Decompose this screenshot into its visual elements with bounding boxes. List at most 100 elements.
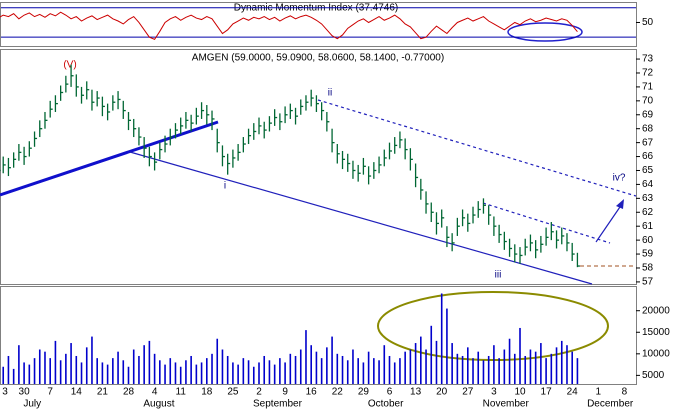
- x-tick-label: 21: [97, 387, 109, 398]
- x-tick-label: 3: [2, 387, 8, 398]
- volume-bar: [127, 366, 130, 384]
- x-tick-label: 25: [227, 387, 239, 398]
- y-tick-label: 63: [642, 193, 654, 204]
- price-title: AMGEN (59.0000, 59.0900, 58.0600, 58.140…: [192, 53, 444, 64]
- volume-bar: [383, 345, 386, 384]
- volume-bar: [482, 360, 485, 384]
- volume-bar: [529, 349, 532, 384]
- x-tick-label: 7: [47, 387, 53, 398]
- highlight-ellipse: [377, 291, 609, 361]
- volume-bar: [221, 349, 224, 384]
- volume-bar: [378, 360, 380, 384]
- volume-bar: [44, 351, 46, 384]
- wave-label: ii: [328, 88, 332, 99]
- y-tick-label: 59: [642, 249, 654, 260]
- x-tick-label: 6: [387, 387, 393, 398]
- volume-bar: [467, 347, 469, 384]
- channel-line: [482, 202, 611, 244]
- annotations: [0, 22, 637, 361]
- y-tick-label: 73: [642, 54, 654, 65]
- volume-bar: [38, 349, 41, 384]
- volume-bar: [513, 353, 516, 384]
- volume-bar: [252, 366, 255, 384]
- month-label: October: [368, 399, 404, 409]
- volume-bar: [2, 366, 5, 384]
- volume-bar: [326, 347, 328, 384]
- y-tick-label: 5000: [642, 370, 665, 381]
- volume-bar: [80, 362, 83, 384]
- wave-label: i: [224, 181, 226, 192]
- month-label: July: [23, 399, 41, 409]
- volume-bar: [493, 345, 495, 384]
- volume-bar: [284, 362, 286, 384]
- x-tick-label: 30: [19, 387, 31, 398]
- volume-bar: [85, 347, 88, 384]
- x-tick-label: 27: [462, 387, 474, 398]
- volume-bar: [70, 343, 72, 384]
- x-tick-label: 28: [123, 387, 135, 398]
- price-panel: [0, 49, 637, 285]
- volume-bar: [367, 351, 370, 384]
- month-label: August: [143, 399, 174, 409]
- arrow-head: [616, 199, 624, 209]
- volume-bar: [357, 358, 359, 384]
- volume-bar: [232, 362, 234, 384]
- volume-bar: [138, 355, 140, 384]
- x-tick-label: 17: [541, 387, 553, 398]
- volume-bar: [310, 345, 312, 384]
- volume-bar: [331, 336, 333, 384]
- volume-bar: [440, 293, 443, 384]
- volume-bar: [91, 336, 93, 384]
- y-tick-label: 10000: [642, 348, 670, 359]
- y-tick-label: 50: [642, 17, 654, 28]
- indicator-line: [0, 11, 578, 41]
- volume-bar: [540, 343, 542, 384]
- y-tick-label: 60: [642, 235, 654, 246]
- volume-bar: [487, 355, 490, 384]
- volume-bar: [148, 340, 151, 384]
- volume-bar: [289, 353, 292, 384]
- y-tick-label: 66: [642, 151, 654, 162]
- volume-bar: [65, 353, 67, 384]
- volume-bar: [336, 353, 339, 384]
- x-tick-label: 14: [71, 387, 83, 398]
- volume-bar: [195, 364, 198, 384]
- volume-bar: [153, 353, 156, 384]
- month-label: September: [253, 399, 303, 409]
- volume-bar: [143, 345, 145, 384]
- volume-bar: [59, 360, 62, 384]
- volume-bar: [566, 345, 568, 384]
- arrow: [595, 203, 623, 243]
- x-tick-label: 4: [152, 387, 158, 398]
- y-tick-label: 15000: [642, 327, 670, 338]
- volume-bar: [273, 364, 276, 384]
- volume-bar: [164, 364, 166, 384]
- y-tick-label: 67: [642, 137, 654, 148]
- volume-bar: [393, 362, 396, 384]
- volume-bar: [112, 358, 114, 384]
- volume-bar: [96, 358, 98, 384]
- volume-bar: [373, 358, 375, 384]
- volume-bar: [519, 327, 521, 384]
- x-tick-label: 8: [622, 387, 628, 398]
- volume-bar: [461, 355, 464, 384]
- volume-bar: [185, 360, 187, 384]
- volume-bar: [498, 358, 500, 384]
- volume-bar: [279, 358, 281, 384]
- volume-bar: [456, 353, 459, 384]
- volume-bar: [174, 362, 177, 384]
- volume-bar: [404, 351, 406, 384]
- volume-bar: [477, 351, 480, 384]
- month-label: December: [587, 399, 634, 409]
- volume-bar: [216, 338, 219, 384]
- volume-bar: [435, 340, 438, 384]
- volume-bar: [534, 351, 537, 384]
- x-tick-label: 22: [332, 387, 344, 398]
- y-tick-label: 71: [642, 82, 654, 93]
- volume-bar: [560, 340, 563, 384]
- volume-bar: [169, 358, 172, 384]
- volume-bar: [571, 351, 573, 384]
- volume-bar: [508, 338, 511, 384]
- wave-label: (V): [63, 60, 76, 71]
- month-label: November: [483, 399, 530, 409]
